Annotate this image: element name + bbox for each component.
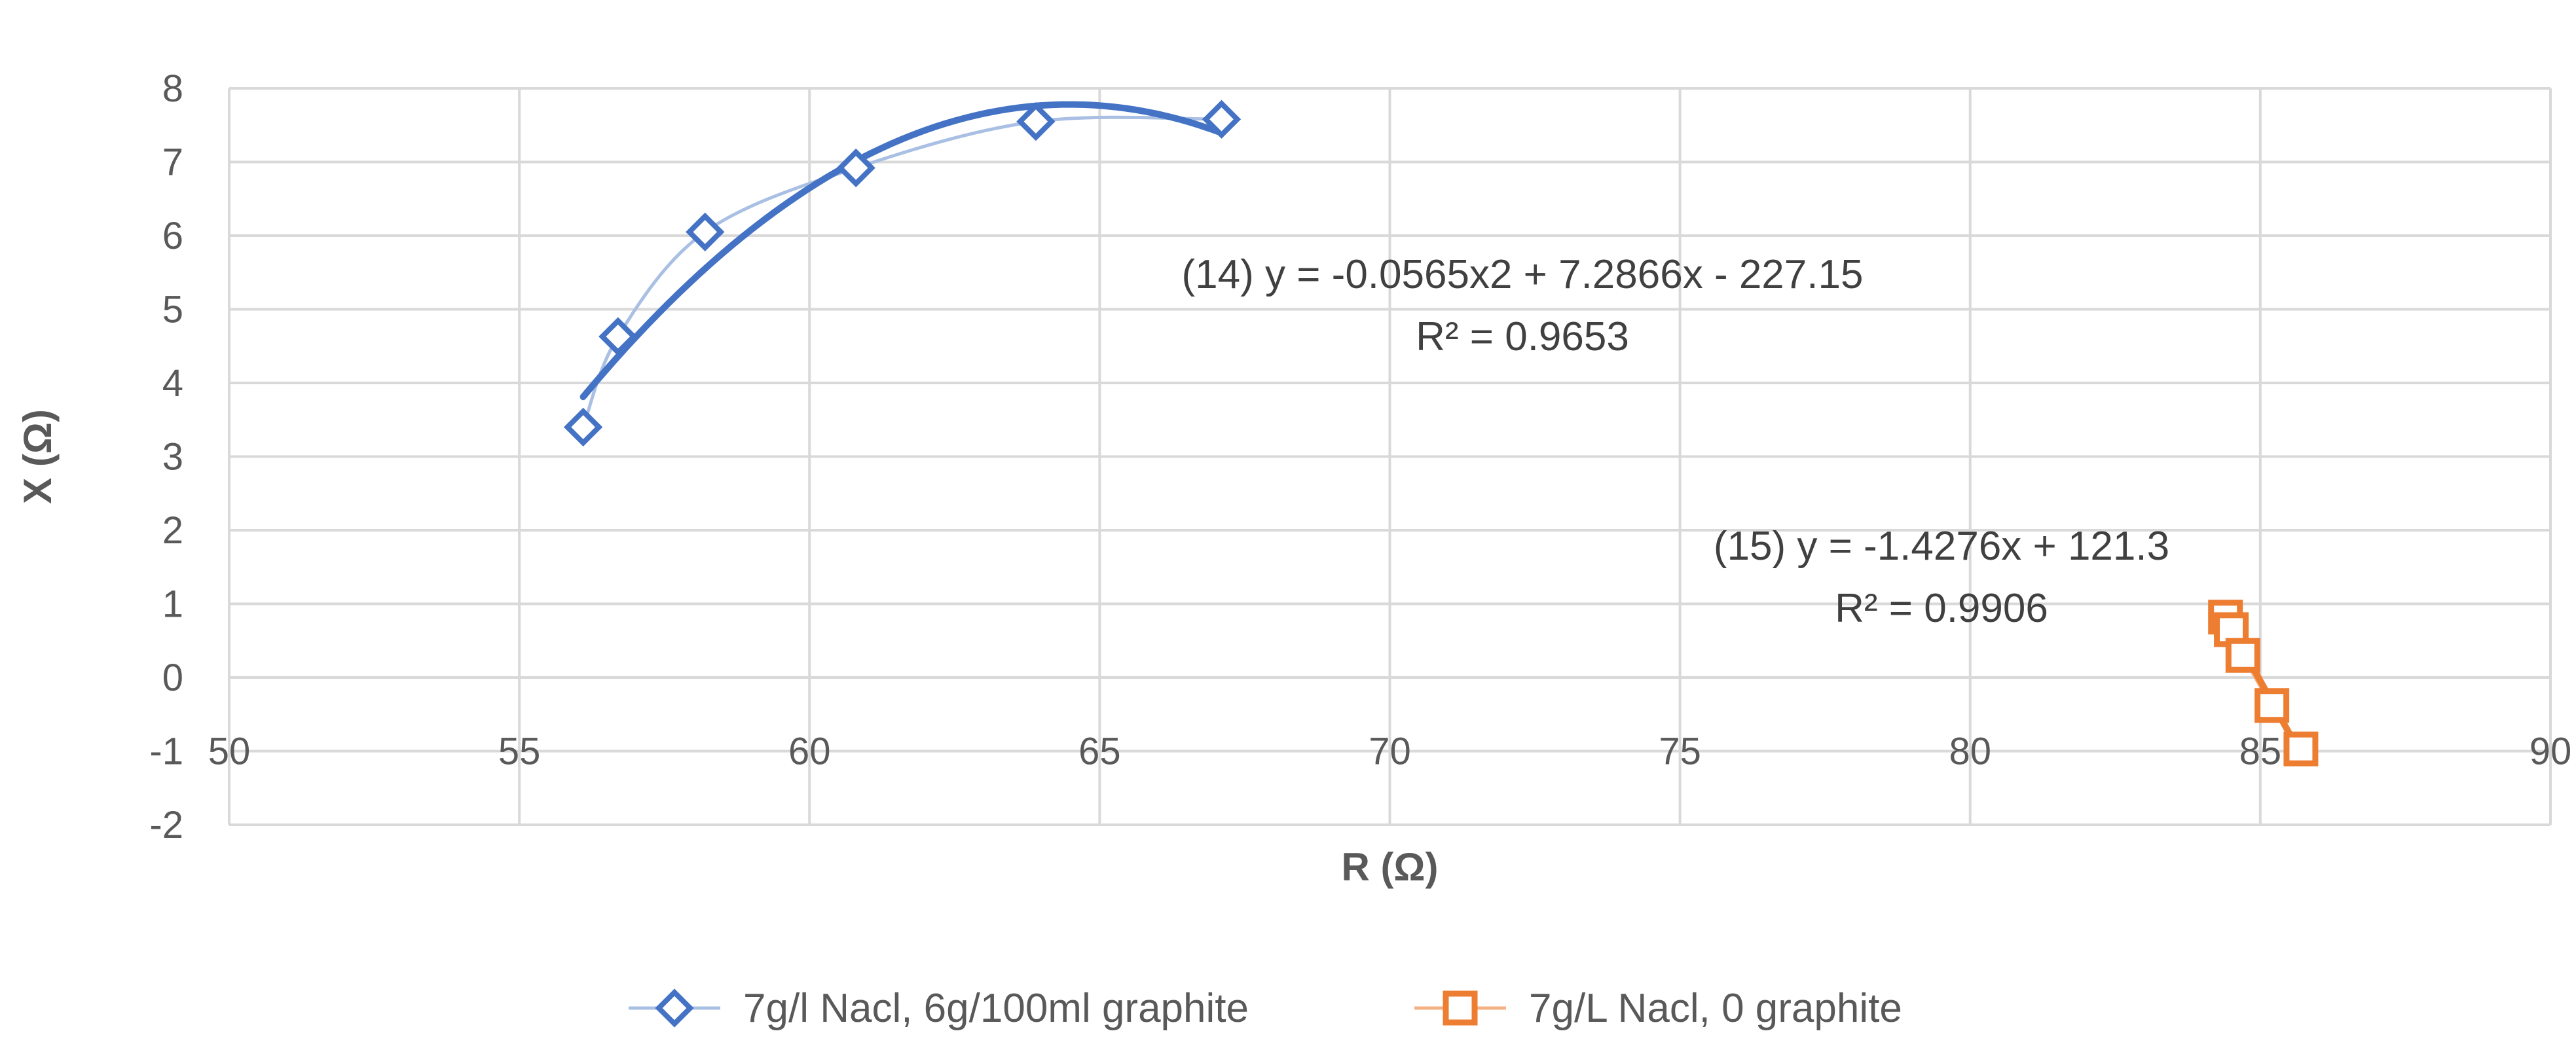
- legend: 7g/l Nacl, 6g/100ml graphite 7g/L Nacl, …: [629, 986, 1902, 1031]
- annotation-eq14-r-squared: R² = 0.9653: [1416, 314, 1629, 359]
- x-tick-label: 70: [1369, 731, 1411, 773]
- data-point-diamond: [598, 317, 638, 356]
- data-point-diamond: [563, 407, 603, 447]
- legend-diamond-marker: [655, 988, 694, 1028]
- legend-label: 7g/L Nacl, 0 graphite: [1529, 986, 1902, 1031]
- data-series: [563, 99, 2319, 767]
- data-point-diamond: [1202, 99, 1242, 139]
- y-tick-label: 8: [162, 67, 183, 110]
- annotation-eq15: (15) y = -1.4276x + 121.3 R² = 0.9906: [1714, 524, 2169, 631]
- y-tick-label: 3: [162, 436, 183, 479]
- annotation-eq15-equation: (15) y = -1.4276x + 121.3: [1714, 524, 2169, 569]
- x-tick-label: 75: [1659, 731, 1701, 773]
- annotation-eq14-equation: (14) y = -0.0565x2 + 7.2866x - 227.15: [1182, 252, 1864, 297]
- legend-label: 7g/l Nacl, 6g/100ml graphite: [743, 986, 1249, 1031]
- y-tick-label: 5: [162, 289, 183, 331]
- y-tick-label: 7: [162, 141, 183, 184]
- annotation-eq14: (14) y = -0.0565x2 + 7.2866x - 227.15 R²…: [1182, 252, 1864, 359]
- x-tick-labels: 50 55 60 65 70 75 80 85 90: [208, 731, 2572, 773]
- y-tick-label: 6: [162, 215, 183, 257]
- x-tick-label: 50: [208, 731, 251, 773]
- y-tick-label: -1: [149, 731, 183, 773]
- data-point-square: [2225, 638, 2260, 673]
- x-tick-label: 60: [788, 731, 831, 773]
- x-tick-label: 55: [498, 731, 541, 773]
- data-point-diamond: [1016, 101, 1056, 141]
- y-tick-labels: 8 7 6 5 4 3 2 1 0 -1 -2: [149, 67, 183, 846]
- series-1: [2208, 600, 2319, 767]
- y-tick-label: 2: [162, 509, 183, 552]
- y-tick-label: 0: [162, 657, 183, 699]
- y-tick-label: 1: [162, 583, 183, 626]
- y-tick-label: 4: [162, 362, 183, 405]
- legend-square-marker: [1443, 990, 1478, 1026]
- x-axis-title: R (Ω): [1341, 845, 1438, 889]
- series-0: [563, 99, 1242, 447]
- legend-item-graphite[interactable]: 7g/l Nacl, 6g/100ml graphite: [629, 986, 1249, 1031]
- annotation-eq15-r-squared: R² = 0.9906: [1835, 586, 2048, 631]
- y-axis-title: X (Ω): [16, 409, 60, 504]
- gridlines: [228, 87, 2552, 826]
- legend-item-no-graphite[interactable]: 7g/L Nacl, 0 graphite: [1414, 986, 1902, 1031]
- y-tick-label: -2: [149, 804, 183, 846]
- series-line: [581, 115, 1222, 428]
- x-tick-label: 80: [1949, 731, 1991, 773]
- data-point-square: [2254, 688, 2290, 723]
- data-point-diamond: [836, 148, 875, 188]
- data-point-diamond: [686, 212, 725, 252]
- x-tick-label: 90: [2530, 731, 2572, 773]
- x-tick-label: 65: [1078, 731, 1121, 773]
- data-point-square: [2283, 731, 2319, 767]
- x-tick-label: 85: [2239, 731, 2282, 773]
- trendline: [580, 101, 1225, 401]
